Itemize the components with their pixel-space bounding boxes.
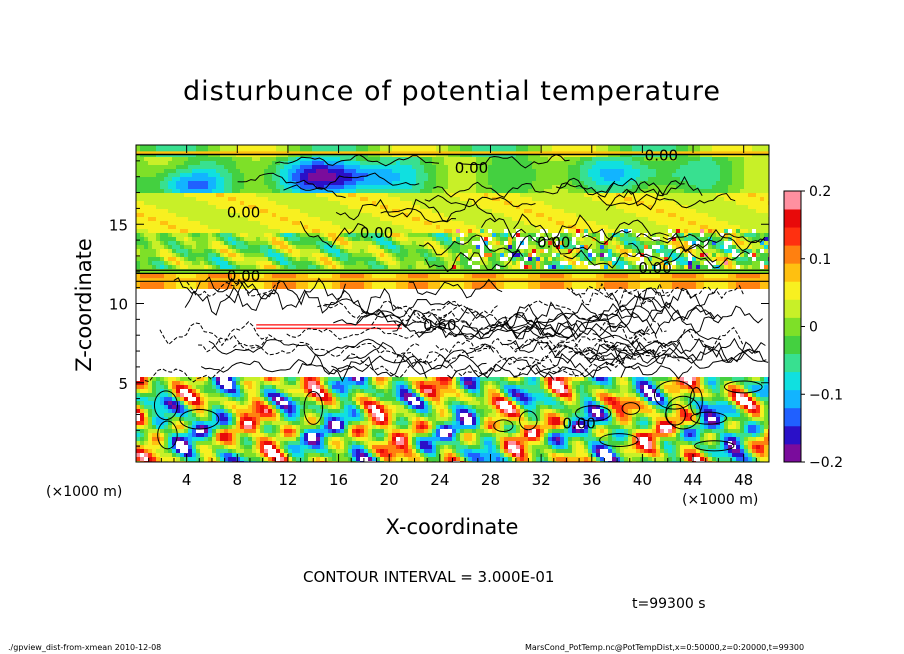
colorbar-label-2: 0: [809, 320, 818, 336]
time-label: t=99300 s: [632, 596, 706, 612]
colorbar-swatch-8: [784, 299, 801, 318]
y-axis-label: Z-coordinate: [72, 238, 96, 372]
y-tick-label-0: 5: [118, 375, 128, 393]
contour-interval: CONTOUR INTERVAL = 3.000E-01: [303, 568, 555, 586]
colorbar-swatch-13: [784, 209, 801, 228]
footer-left: ./gpview_dist-from-xmean 2010-12-08: [8, 643, 162, 652]
contour-labels: 0.00 0.00 0.00 0.00 0.00 0.00 0.00 0.60 0.00: [227, 147, 678, 433]
y-tick-label-1: 10: [109, 296, 128, 314]
colorbar-label-0: 0.2: [809, 184, 831, 200]
x-tick-label-9: 40: [633, 471, 652, 489]
contour-label-0: 0.00: [645, 147, 678, 165]
y-tick-label-2: 15: [109, 216, 128, 234]
colorbar-swatch-7: [784, 317, 801, 336]
x-axis-label: X-coordinate: [385, 515, 519, 539]
x-tick-label-4: 20: [380, 471, 399, 489]
x-tick-label-11: 48: [734, 471, 753, 489]
contour-label-4: 0.00: [537, 234, 570, 252]
footer-right: MarsCond_PotTemp.nc@PotTempDist,x=0:5000…: [525, 643, 805, 652]
colorbar-swatch-12: [784, 227, 801, 246]
contour-label-3: 0.00: [360, 224, 393, 242]
colorbar-swatch-9: [784, 281, 801, 300]
colorbar-swatch-14: [784, 191, 801, 210]
colorbar-swatch-10: [784, 263, 801, 282]
colorbar-label-3: −0.1: [809, 387, 843, 403]
colorbar-label-1: 0.1: [809, 252, 831, 268]
x-tick-label-2: 12: [278, 471, 297, 489]
x-tick-label-5: 24: [430, 471, 449, 489]
contour-lines: [136, 153, 769, 452]
contour-label-2: 0.00: [227, 204, 260, 222]
x-unit-label: (×1000 m): [682, 492, 759, 508]
contour-label-1: 0.00: [455, 159, 488, 177]
x-tick-label-10: 44: [683, 471, 702, 489]
colorbar-swatch-3: [784, 389, 801, 409]
colorbar-label-4: −0.2: [809, 455, 843, 471]
colorbar-swatch-0: [784, 443, 801, 463]
colorbar-swatch-5: [784, 353, 801, 373]
colorbar-swatch-2: [784, 407, 801, 427]
contour-label-5: 0.00: [638, 259, 671, 277]
contour-label-8: 0.00: [562, 414, 595, 432]
x-tick-label-0: 4: [182, 471, 192, 489]
colorbar: 0.2 0.1 0 −0.1 −0.2: [783, 184, 843, 471]
chart-title: disturbunce of potential temperature: [183, 76, 721, 107]
contour-label-7: 0.60: [423, 316, 456, 334]
colorbar-swatch-6: [784, 335, 801, 354]
x-tick-label-7: 32: [532, 471, 551, 489]
y-unit-label: (×1000 m): [46, 484, 123, 500]
x-tick-label-8: 36: [582, 471, 601, 489]
x-tick-label-1: 8: [233, 471, 243, 489]
colorbar-swatch-1: [784, 425, 801, 445]
x-tick-label-3: 16: [329, 471, 348, 489]
x-tick-label-6: 28: [481, 471, 500, 489]
colorbar-swatch-11: [784, 245, 801, 264]
colorbar-swatch-4: [784, 371, 801, 391]
contour-label-6: 0.00: [227, 267, 260, 285]
